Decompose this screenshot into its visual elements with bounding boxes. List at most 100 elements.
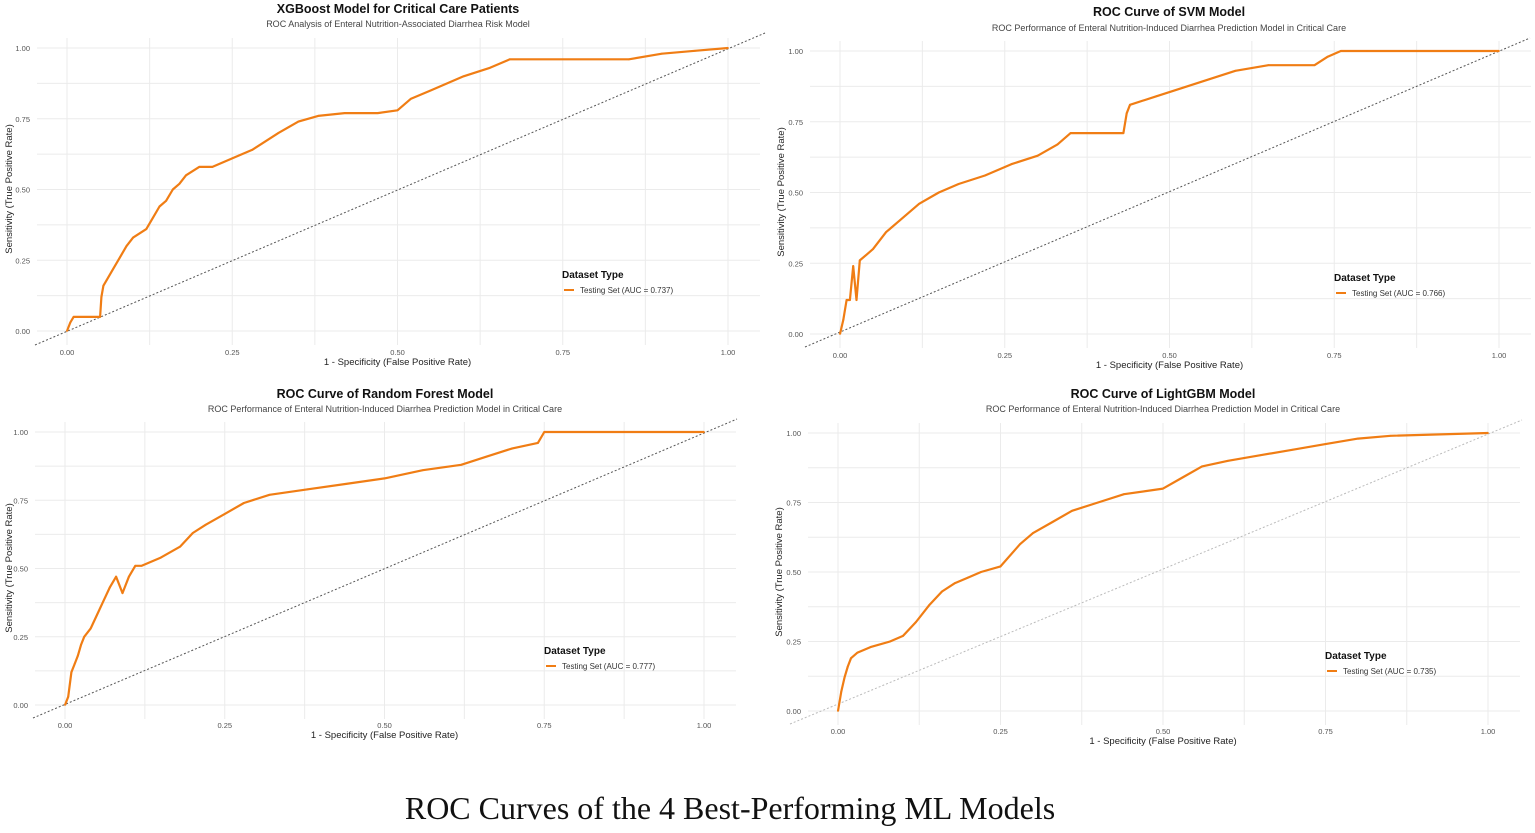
roc-curve-line — [838, 49, 1499, 335]
roc-curve-point — [69, 321, 72, 324]
roc-curve-point — [191, 532, 194, 534]
roc-curve-point — [89, 627, 92, 630]
x-tick-label: 1.00 — [1481, 727, 1496, 736]
roc-curve-point — [928, 604, 930, 607]
figure-caption: ROC Curves of the 4 Best-Performing ML M… — [404, 790, 1056, 826]
diagonal-reference-line — [804, 37, 1531, 348]
roc-curve-point — [837, 710, 839, 712]
chart-subtitle: ROC Performance of Enteral Nutrition-Ind… — [208, 404, 562, 414]
roc-curve-point — [343, 112, 346, 114]
roc-curve-point — [848, 299, 851, 301]
roc-curve-point — [1019, 543, 1021, 546]
roc-curve-point — [317, 115, 320, 117]
roc-curve-point — [171, 188, 174, 191]
roc-curve-point — [1389, 434, 1392, 437]
roc-curve-point — [102, 284, 105, 287]
roc-curve-point — [627, 58, 630, 61]
roc-curve-point — [941, 590, 943, 593]
roc-curve-point — [855, 299, 858, 301]
legend-title: Dataset Type — [1334, 273, 1396, 284]
roc-curve-point — [460, 463, 463, 466]
roc-curve-point — [898, 219, 901, 222]
roc-curve-point — [125, 245, 128, 248]
y-tick-label: 0.25 — [15, 256, 30, 265]
roc-curve-point — [1069, 132, 1072, 134]
roc-curve-point — [179, 545, 181, 548]
legend-title: Dataset Type — [562, 270, 624, 281]
roc-curve-point — [409, 98, 412, 100]
roc-curve-point — [1339, 50, 1342, 52]
roc-curve-point — [115, 575, 118, 578]
roc-curve-point — [121, 592, 124, 594]
y-tick-label: 0.25 — [13, 633, 28, 642]
roc-curve-point — [511, 447, 514, 450]
roc-curve-point — [421, 469, 424, 472]
roc-curve-point — [198, 165, 201, 168]
roc-curve-point — [73, 663, 76, 665]
roc-curve-point — [185, 174, 187, 177]
y-tick-label: 0.00 — [15, 327, 30, 336]
roc-curve-point — [99, 315, 101, 318]
roc-curve-point — [96, 614, 98, 616]
y-tick-label: 0.50 — [13, 565, 28, 574]
roc-curve-point — [1498, 50, 1500, 52]
y-tick-label: 1.00 — [788, 47, 803, 56]
y-tick-label: 0.50 — [786, 568, 801, 577]
x-tick-label: 0.25 — [997, 351, 1012, 360]
roc-curve-point — [1122, 132, 1125, 134]
roc-curve-point — [66, 330, 68, 332]
x-tick-label: 0.25 — [217, 721, 232, 730]
y-tick-label: 1.00 — [13, 428, 28, 437]
chart-panel-random-forest: 0.00 0.25 0.50 0.75 1.00 0.00 0.25 0.50 0.75 1.00… — [0, 383, 770, 763]
roc-curve-point — [1181, 476, 1184, 479]
roc-curve-point — [237, 154, 240, 157]
roc-curve-point — [429, 89, 432, 92]
roc-curve-point — [1326, 55, 1329, 58]
roc-curve-point — [937, 191, 940, 194]
roc-curve-point — [957, 183, 960, 185]
chart-panel-lightgbm: 0.00 0.25 0.50 0.75 1.00 0.00 0.25 0.50 0.75 1.00… — [770, 383, 1535, 763]
roc-curve-point — [1324, 443, 1327, 446]
roc-curve-point — [1227, 459, 1229, 462]
roc-curve-point — [268, 493, 271, 496]
roc-curve-point — [277, 132, 280, 134]
x-tick-label: 0.00 — [58, 721, 73, 730]
roc-curve-point — [76, 654, 79, 657]
roc-curve-point — [462, 75, 465, 78]
roc-curve-point — [954, 582, 956, 585]
roc-curve-point — [1234, 69, 1237, 72]
roc-curve-point — [1032, 532, 1034, 534]
x-axis-label: 1 - Specificity (False Positive Rate) — [1089, 736, 1236, 747]
roc-curve-point — [383, 477, 386, 480]
roc-curve-point — [264, 140, 267, 143]
y-tick-label: 0.50 — [15, 186, 30, 195]
roc-curve-line — [65, 46, 729, 332]
roc-curve-point — [100, 296, 103, 298]
roc-curve-point — [204, 523, 207, 526]
roc-curve-point — [376, 112, 379, 114]
roc-curve-point — [152, 216, 154, 219]
roc-curve-point — [842, 318, 845, 321]
roc-curve-point — [108, 586, 111, 589]
roc-curve-point — [1010, 163, 1013, 166]
roc-curve-point — [127, 575, 130, 578]
roc-curve-point — [536, 442, 539, 444]
roc-curve-point — [1125, 112, 1128, 115]
chart-panel-svm: 0.00 0.25 0.50 0.75 1.00 0.00 0.25 0.50 0.75 1.00… — [770, 0, 1535, 380]
y-tick-label: 0.75 — [15, 115, 30, 124]
roc-curve-point — [396, 109, 399, 112]
y-tick-label: 1.00 — [786, 429, 801, 438]
roc-curve-point — [1208, 78, 1210, 81]
roc-curve-point — [543, 431, 546, 433]
x-axis-label: 1 - Specificity (False Positive Rate) — [324, 357, 471, 368]
roc-curve-point — [869, 646, 872, 648]
roc-curve-point — [1201, 465, 1203, 468]
roc-chart-random-forest: 0.00 0.25 0.50 0.75 1.00 0.00 0.25 0.50 0.75 1.00… — [4, 387, 738, 741]
y-axis-label: Sensitivity (True Positive Rate) — [4, 124, 15, 254]
roc-chart-lightgbm: 0.00 0.25 0.50 0.75 1.00 0.00 0.25 0.50 0.75 1.00… — [774, 387, 1523, 747]
roc-curve-point — [1036, 154, 1039, 157]
roc-curve-point — [83, 635, 86, 638]
y-tick-label: 0.75 — [786, 499, 801, 508]
roc-curve-point — [211, 165, 214, 168]
roc-curve-point — [345, 482, 348, 485]
